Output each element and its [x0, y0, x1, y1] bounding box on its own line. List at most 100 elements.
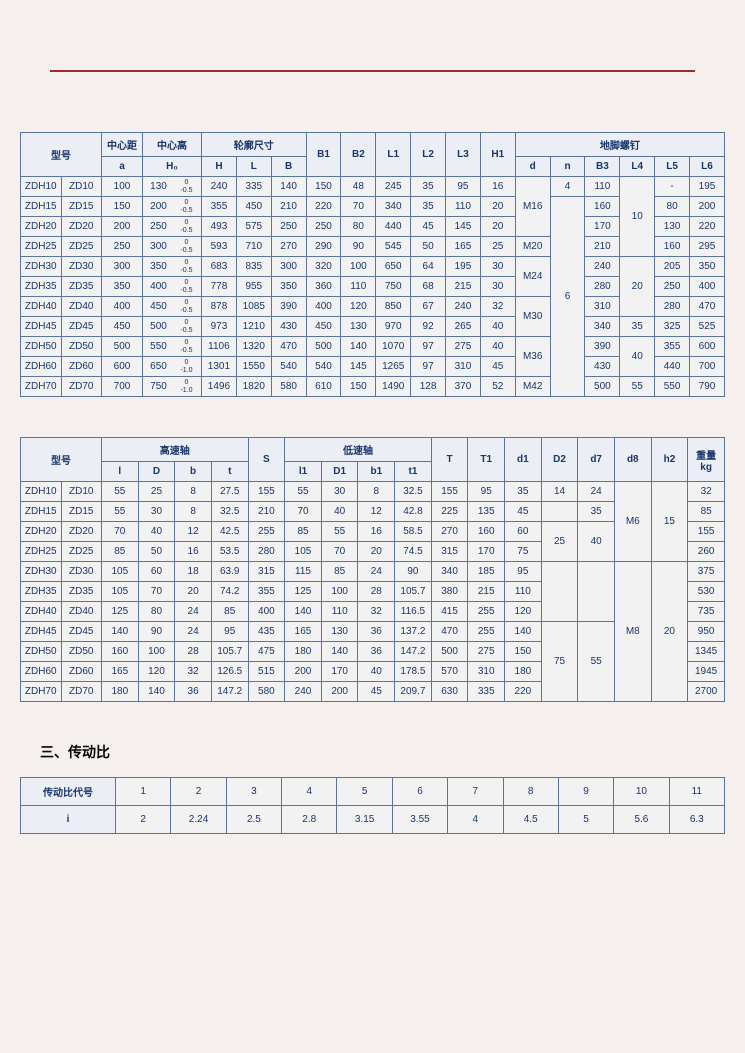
cell: 400	[306, 297, 341, 317]
cell: 30	[480, 257, 515, 277]
cell: 973	[202, 317, 237, 337]
cell: 450	[102, 317, 143, 337]
cell: 100	[138, 642, 175, 662]
cell: 250	[102, 237, 143, 257]
cell: 7	[448, 778, 503, 806]
cell: 20	[480, 197, 515, 217]
cell: 24	[175, 602, 212, 622]
cell: 240	[585, 257, 620, 277]
cell: 25	[138, 482, 175, 502]
cell: 8	[175, 502, 212, 522]
cell: 40	[578, 522, 615, 562]
cell: ZD70	[61, 682, 102, 702]
cell: 5	[337, 778, 392, 806]
cell	[541, 562, 578, 622]
cell: -	[655, 177, 690, 197]
cell: 135	[468, 502, 505, 522]
cell: 215	[468, 582, 505, 602]
cell: 24	[358, 562, 395, 582]
cell: 275	[446, 337, 481, 357]
cell: M8	[614, 562, 651, 702]
cell: 225	[431, 502, 468, 522]
cell: 80	[341, 217, 376, 237]
cell: 390	[271, 297, 306, 317]
cell: 20	[175, 582, 212, 602]
cell: 140	[341, 337, 376, 357]
cell: 3.15	[337, 806, 392, 834]
cell: 9	[558, 778, 613, 806]
cell: ZD50	[61, 642, 102, 662]
col-header: 型号	[21, 438, 102, 482]
cell: 450	[306, 317, 341, 337]
cell: 80	[138, 602, 175, 622]
cell: 120	[505, 602, 542, 622]
cell: 280	[248, 542, 285, 562]
cell: 350	[143, 257, 173, 277]
cell: 493	[202, 217, 237, 237]
cell: 8	[358, 482, 395, 502]
cell: 0-0.5	[172, 237, 202, 257]
cell: 580	[248, 682, 285, 702]
cell: 32	[358, 602, 395, 622]
cell: 0-0.5	[172, 317, 202, 337]
cell: 128	[411, 377, 446, 397]
cell: 80	[655, 197, 690, 217]
cell: 295	[690, 237, 725, 257]
cell: ZDH15	[21, 197, 62, 217]
cell: 32.5	[395, 482, 432, 502]
cell: 150	[102, 197, 143, 217]
cell: ZDH30	[21, 562, 62, 582]
cell: 6.3	[669, 806, 724, 834]
cell: 265	[446, 317, 481, 337]
cell: 70	[102, 522, 139, 542]
cell: 450	[143, 297, 173, 317]
cell: M42	[515, 377, 550, 397]
cell: 40	[138, 522, 175, 542]
col-header: B1	[306, 133, 341, 177]
cell: 500	[306, 337, 341, 357]
cell: 0-0.5	[172, 197, 202, 217]
col-header: 高速轴	[102, 438, 249, 462]
cell: 280	[585, 277, 620, 297]
cell: 28	[358, 582, 395, 602]
cell: 0-0.5	[172, 337, 202, 357]
cell: M24	[515, 257, 550, 297]
cell: 165	[446, 237, 481, 257]
cell: 1085	[236, 297, 271, 317]
cell: 40	[480, 317, 515, 337]
cell: 95	[211, 622, 248, 642]
cell: 540	[306, 357, 341, 377]
cell: ZD10	[61, 177, 102, 197]
cell: 1210	[236, 317, 271, 337]
cell: 440	[376, 217, 411, 237]
cell: 130	[143, 177, 173, 197]
cell: 435	[248, 622, 285, 642]
cell: 25	[480, 237, 515, 257]
cell: ZDH50	[21, 642, 62, 662]
cell: 155	[431, 482, 468, 502]
cell: 400	[248, 602, 285, 622]
cell: 165	[285, 622, 322, 642]
cell: 85	[102, 542, 139, 562]
cell: ZD20	[61, 522, 102, 542]
cell: 1820	[236, 377, 271, 397]
cell: 100	[341, 257, 376, 277]
cell: 24	[578, 482, 615, 502]
col-header: L4	[620, 157, 655, 177]
cell: M16	[515, 177, 550, 237]
cell: 570	[431, 662, 468, 682]
cell: 64	[411, 257, 446, 277]
col-header: B3	[585, 157, 620, 177]
cell: 40	[358, 662, 395, 682]
cell: 1265	[376, 357, 411, 377]
cell: 20	[651, 562, 688, 702]
section-heading: 三、传动比	[40, 742, 725, 762]
cell: 540	[271, 357, 306, 377]
cell: 4.5	[503, 806, 558, 834]
cell: 600	[102, 357, 143, 377]
cell: 95	[468, 482, 505, 502]
col-header: L1	[376, 133, 411, 177]
col-header: L5	[655, 157, 690, 177]
cell: 55	[102, 502, 139, 522]
cell: ZDH10	[21, 177, 62, 197]
